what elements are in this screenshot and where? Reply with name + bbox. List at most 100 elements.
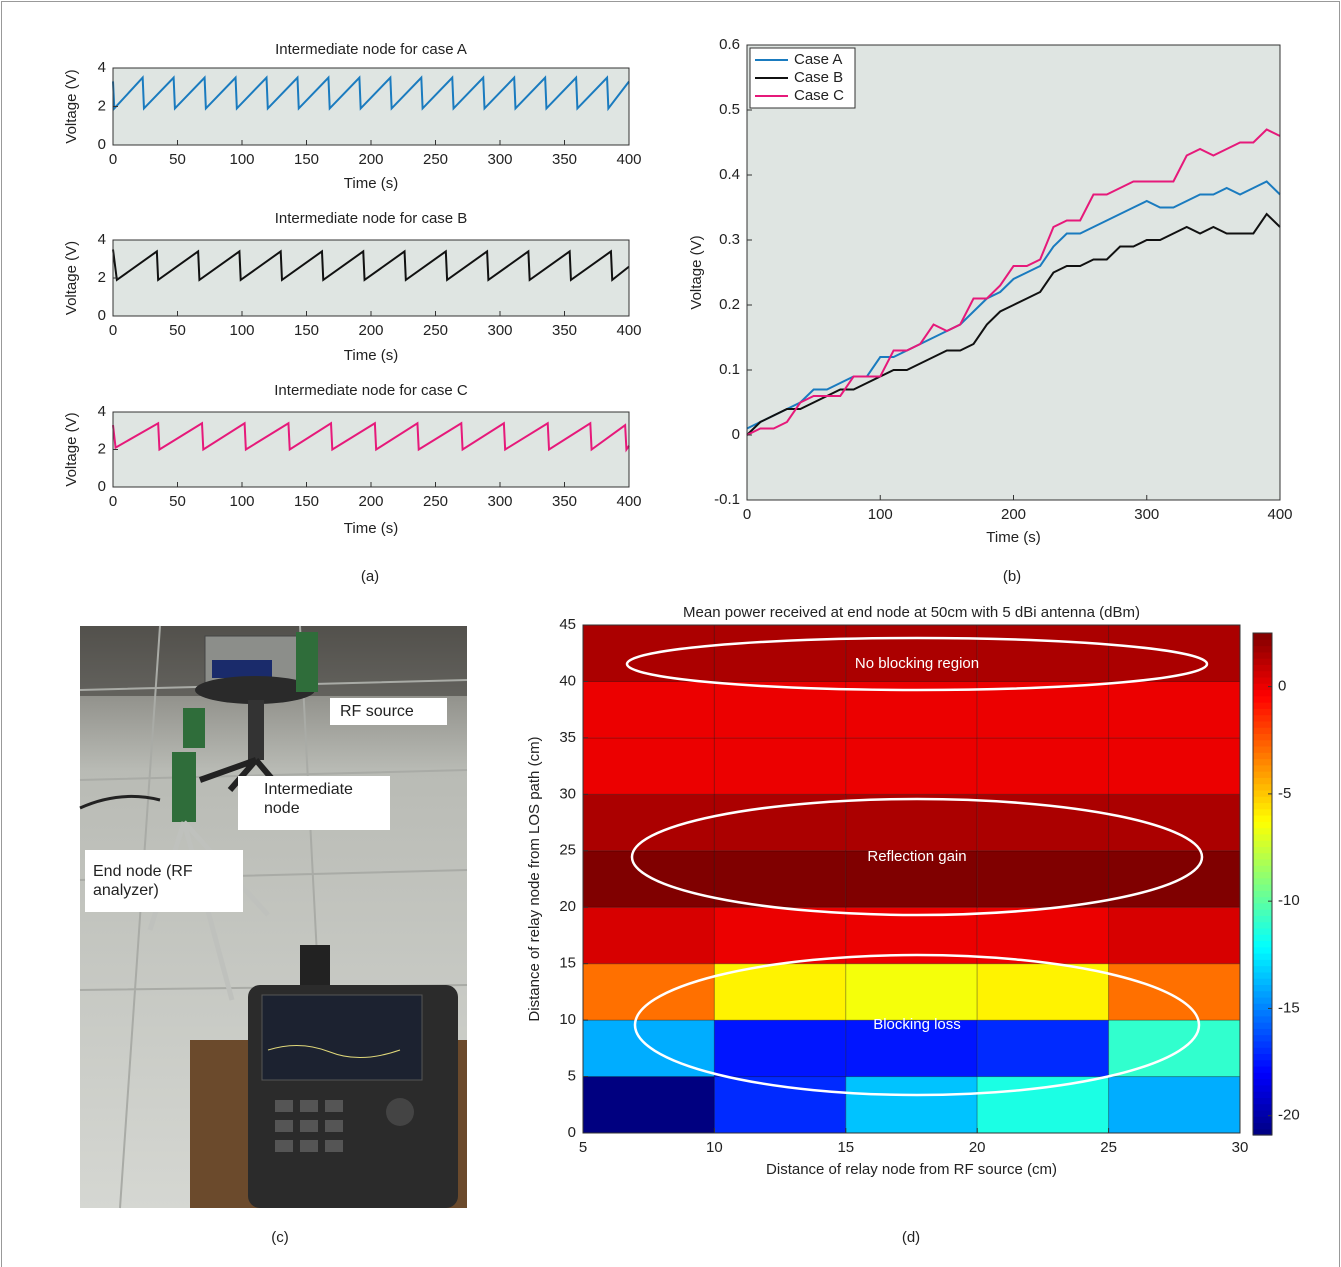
plot-frame (582, 624, 1241, 1134)
colorbar-step (1253, 953, 1272, 960)
x-tick-label: 300 (487, 322, 512, 339)
colorbar-step (1253, 1034, 1272, 1042)
x-tick-label: 0 (109, 493, 117, 510)
x-tick-label: 200 (358, 322, 383, 339)
heatmap-cell (976, 793, 1110, 852)
colorbar-step (1253, 1003, 1272, 1011)
x-axis-label: Time (s) (344, 175, 398, 192)
colorbar-step (1253, 1040, 1272, 1048)
colorbar-step (1253, 714, 1272, 722)
y-tick-label: 20 (559, 898, 576, 915)
plot-frame (112, 411, 630, 488)
plot-frame (746, 44, 1281, 501)
heatmap-cell (713, 793, 847, 852)
colorbar-tick-label: -20 (1278, 1107, 1300, 1124)
colorbar-tick-label: 0 (1278, 678, 1286, 695)
x-tick-label: 5 (579, 1139, 587, 1156)
colorbar-step (1253, 840, 1272, 847)
colorbar-step (1253, 695, 1272, 703)
heatmap-cell (713, 963, 847, 1021)
heatmap-cell (1108, 793, 1241, 852)
colorbar-step (1253, 651, 1272, 659)
colorbar-step (1253, 664, 1272, 672)
colorbar-step (1253, 890, 1272, 898)
x-tick-label: 50 (169, 151, 186, 168)
data-line (746, 180, 1281, 430)
caption: (b) (1003, 568, 1021, 585)
y-axis-label: Voltage (V) (63, 69, 80, 143)
heatmap-cell (1108, 680, 1241, 739)
colorbar-step (1253, 1015, 1272, 1023)
x-tick-label: 400 (616, 322, 641, 339)
y-tick-label: 5 (568, 1068, 576, 1085)
y-axis-label: Voltage (V) (63, 412, 80, 486)
colorbar-step (1253, 683, 1272, 691)
colorbar-step (1253, 689, 1272, 697)
colorbar-step (1253, 658, 1272, 665)
y-tick-label: 40 (559, 672, 576, 689)
colorbar-tick-label: -15 (1278, 999, 1300, 1016)
data-line (112, 75, 630, 112)
heatmap-cell (582, 1076, 715, 1134)
colorbar-tick-label: -5 (1278, 785, 1291, 802)
y-tick-label: 4 (98, 403, 106, 420)
y-tick-label: 2 (98, 440, 106, 457)
colorbar-step (1253, 1097, 1272, 1105)
colorbar-tick-label: -10 (1278, 892, 1300, 909)
x-tick-label: 50 (169, 493, 186, 510)
chart-title: Intermediate node for case A (275, 41, 467, 58)
colorbar-step (1253, 946, 1272, 954)
colorbar-step (1253, 927, 1272, 935)
annotation-ellipse (633, 953, 1201, 1097)
heatmap-cell (845, 737, 978, 795)
colorbar-step (1253, 833, 1272, 841)
plot-frame (112, 67, 630, 146)
colorbar-step (1253, 858, 1272, 866)
colorbar-step (1253, 1084, 1272, 1092)
colorbar-step (1253, 934, 1272, 942)
colorbar-step (1253, 909, 1272, 916)
x-tick-label: 0 (743, 506, 751, 523)
heatmap-cell (713, 850, 847, 908)
heatmap-cell (713, 624, 847, 682)
x-tick-label: 200 (358, 493, 383, 510)
colorbar-step (1253, 827, 1272, 835)
heatmap-cell (976, 963, 1110, 1021)
y-tick-label: 0 (98, 478, 106, 495)
colorbar-step (1253, 639, 1272, 647)
x-tick-label: 350 (552, 151, 577, 168)
heatmap-cell (976, 680, 1110, 739)
x-tick-label: 350 (552, 493, 577, 510)
heatmap-cell (1108, 1019, 1241, 1078)
y-axis-label: Voltage (V) (688, 235, 705, 309)
x-tick-label: 150 (294, 322, 319, 339)
heatmap-cell (976, 906, 1110, 965)
colorbar-step (1253, 676, 1272, 684)
x-tick-label: 250 (423, 151, 448, 168)
x-axis-label: Time (s) (344, 520, 398, 537)
heatmap-cell (845, 1076, 978, 1134)
heatmap-cell (1108, 850, 1241, 908)
colorbar-step (1253, 996, 1272, 1004)
plot-area (113, 412, 629, 487)
colorbar-step (1253, 1022, 1272, 1029)
heatmap-cell (582, 850, 715, 908)
colorbar-step (1253, 921, 1272, 929)
colorbar-step (1253, 1065, 1272, 1073)
x-tick-label: 50 (169, 322, 186, 339)
photo-label: RF source (330, 698, 447, 725)
colorbar-frame (1252, 632, 1273, 1136)
colorbar-step (1253, 821, 1272, 829)
data-line (746, 212, 1281, 436)
x-tick-label: 20 (969, 1139, 986, 1156)
y-tick-label: 4 (98, 231, 106, 248)
annotation: Reflection gain (867, 848, 966, 865)
x-tick-label: 10 (706, 1139, 723, 1156)
x-axis-label: Distance of relay node from RF source (c… (766, 1161, 1057, 1178)
colorbar-step (1253, 720, 1272, 728)
colorbar-step (1253, 965, 1272, 973)
y-tick-label: 0.2 (719, 296, 740, 313)
